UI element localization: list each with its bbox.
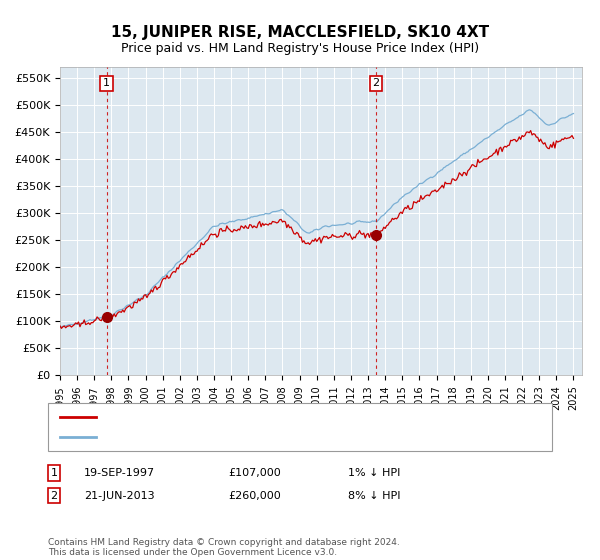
- Text: 2: 2: [50, 491, 58, 501]
- Text: 15, JUNIPER RISE, MACCLESFIELD, SK10 4XT: 15, JUNIPER RISE, MACCLESFIELD, SK10 4XT: [111, 25, 489, 40]
- Text: 8% ↓ HPI: 8% ↓ HPI: [348, 491, 401, 501]
- Text: Contains HM Land Registry data © Crown copyright and database right 2024.
This d: Contains HM Land Registry data © Crown c…: [48, 538, 400, 557]
- Text: 1% ↓ HPI: 1% ↓ HPI: [348, 468, 400, 478]
- Text: 15, JUNIPER RISE, MACCLESFIELD, SK10 4XT (detached house): 15, JUNIPER RISE, MACCLESFIELD, SK10 4XT…: [102, 412, 426, 422]
- Text: HPI: Average price, detached house, Cheshire East: HPI: Average price, detached house, Ches…: [102, 432, 367, 442]
- Text: £107,000: £107,000: [228, 468, 281, 478]
- Text: 1: 1: [50, 468, 58, 478]
- Text: 21-JUN-2013: 21-JUN-2013: [84, 491, 155, 501]
- Text: £260,000: £260,000: [228, 491, 281, 501]
- Text: 19-SEP-1997: 19-SEP-1997: [84, 468, 155, 478]
- Text: Price paid vs. HM Land Registry's House Price Index (HPI): Price paid vs. HM Land Registry's House …: [121, 42, 479, 55]
- Text: 2: 2: [373, 78, 380, 88]
- Text: 1: 1: [103, 78, 110, 88]
